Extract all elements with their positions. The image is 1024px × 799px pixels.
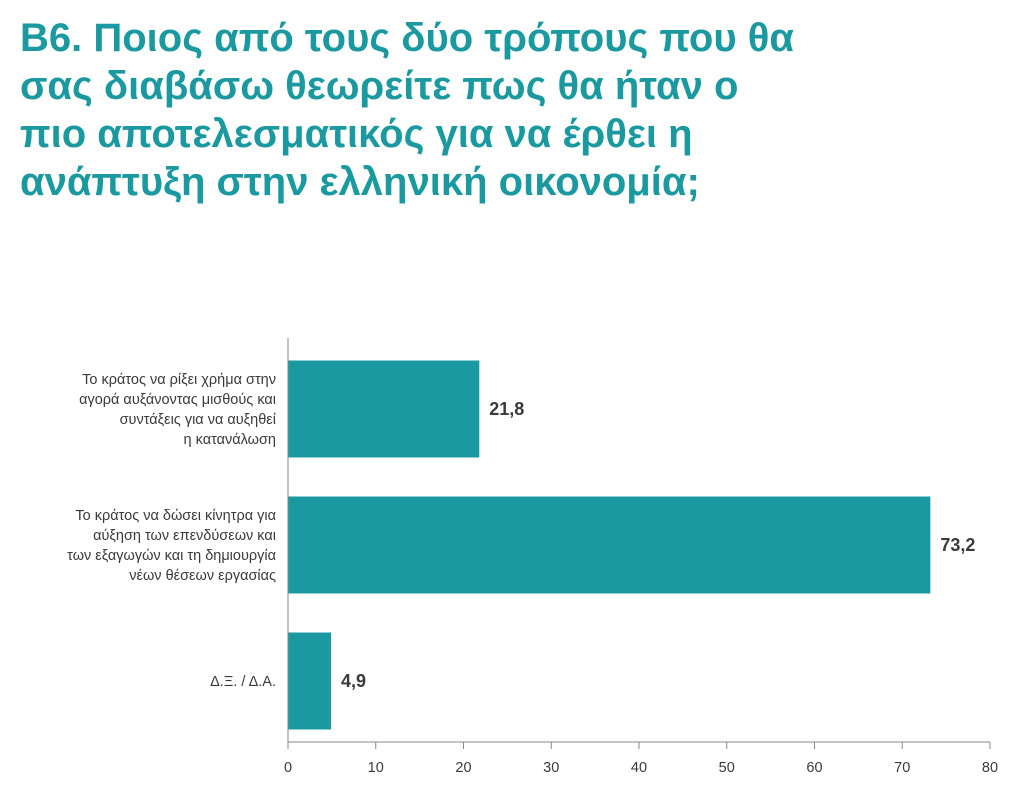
bar-2 (288, 496, 931, 594)
value-label-1: 21,8 (489, 399, 524, 419)
x-tick-label-60: 60 (806, 760, 822, 776)
category-label-3: Δ.Ξ. / Δ.Α. (210, 674, 276, 690)
x-tick-label-30: 30 (543, 760, 559, 776)
x-tick-label-80: 80 (982, 760, 998, 776)
category-label-1: Το κράτος να ρίξει χρήμα στην αγορά αυξάν… (79, 372, 277, 448)
x-tick-label-0: 0 (284, 760, 292, 776)
x-tick-label-10: 10 (368, 760, 384, 776)
value-label-2: 73,2 (940, 535, 975, 555)
x-axis: 0 10 20 30 40 50 60 70 80 (284, 338, 998, 776)
x-tick-label-20: 20 (455, 760, 471, 776)
bar-1 (288, 360, 480, 458)
x-tick-label-70: 70 (894, 760, 910, 776)
x-tick-label-40: 40 (631, 760, 647, 776)
chart-title: Β6. Ποιος από τους δύο τρόπους που θα σα… (20, 16, 794, 204)
value-label-3: 4,9 (341, 671, 366, 691)
category-label-2: Το κράτος να δώσει κίνητρα για αύξηση των… (67, 508, 276, 584)
x-tick-label-50: 50 (719, 760, 735, 776)
bar-3 (288, 632, 331, 730)
bars-group: 21,8 Το κράτος να ρίξει χρήμα στην αγορά α… (67, 360, 975, 730)
